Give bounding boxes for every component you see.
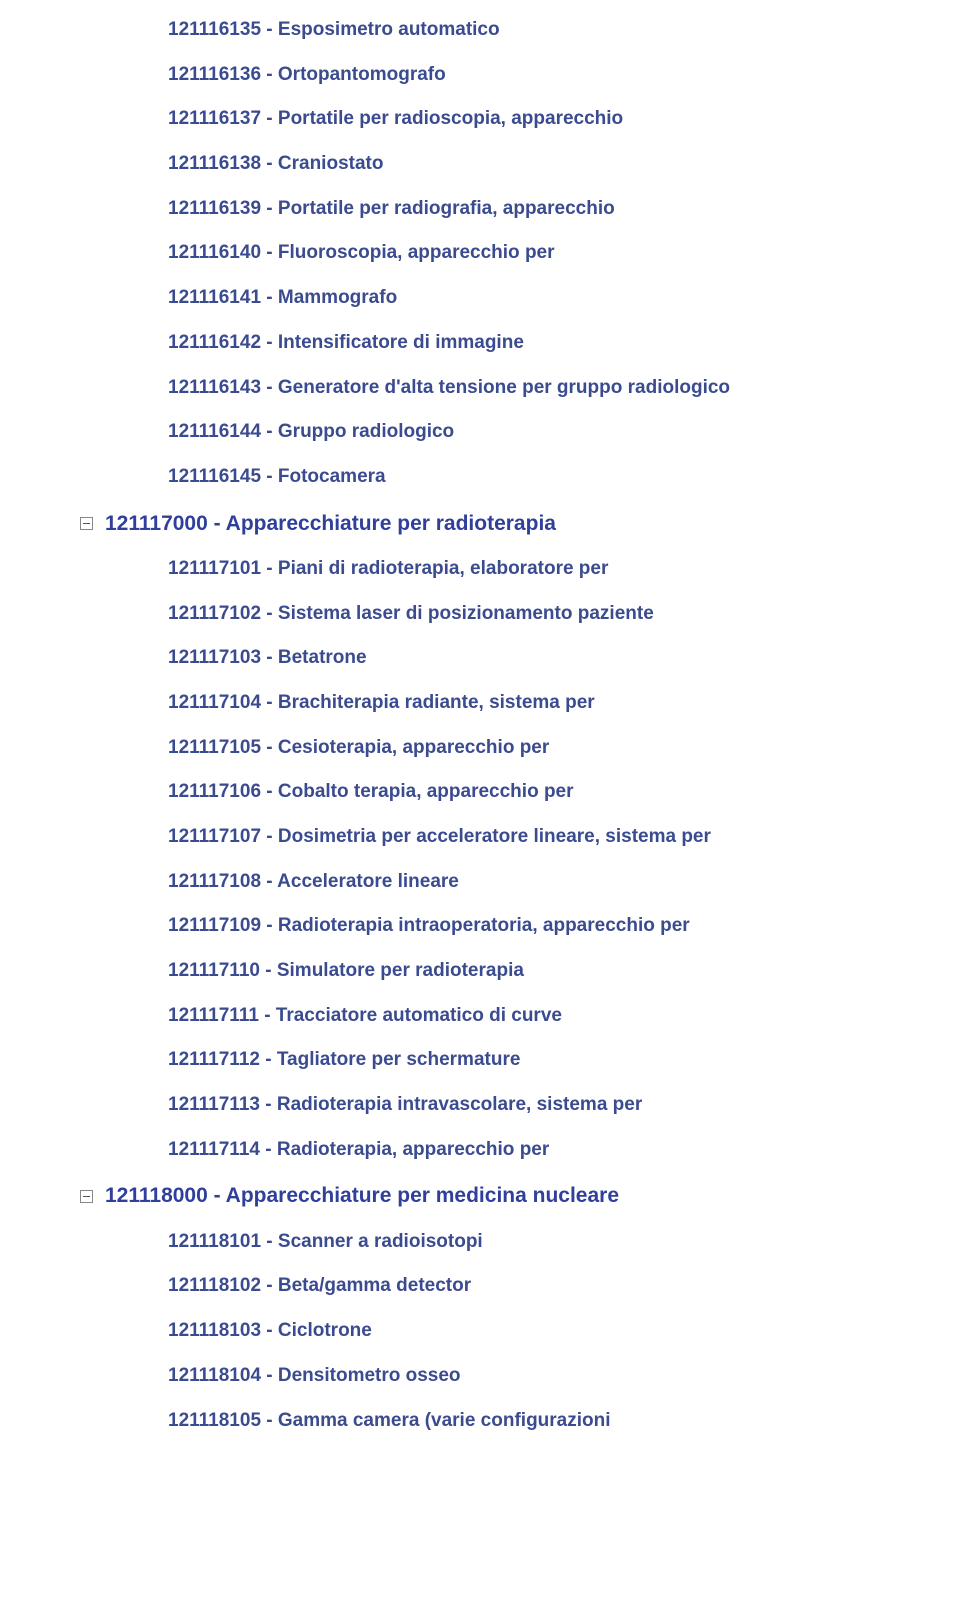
collapse-icon[interactable] [80,517,93,530]
tree-leaf[interactable]: 121117103 - Betatrone [168,646,960,671]
tree-leaf[interactable]: 121116136 - Ortopantomografo [168,63,960,88]
tree-category-row[interactable]: 121117000 - Apparecchiature per radioter… [80,510,960,537]
tree-leaf[interactable]: 121117110 - Simulatore per radioterapia [168,959,960,984]
tree-leaf[interactable]: 121117111 - Tracciatore automatico di cu… [168,1004,960,1029]
tree-leaf[interactable]: 121116138 - Craniostato [168,152,960,177]
tree-leaf[interactable]: 121118103 - Ciclotrone [168,1319,960,1344]
tree-category-label: 121118000 - Apparecchiature per medicina… [105,1182,619,1209]
tree-leaf[interactable]: 121116135 - Esposimetro automatico [168,18,960,43]
tree-leaf[interactable]: 121117102 - Sistema laser di posizioname… [168,602,960,627]
tree-category-row[interactable]: 121118000 - Apparecchiature per medicina… [80,1182,960,1209]
tree-leaf[interactable]: 121117107 - Dosimetria per acceleratore … [168,825,960,850]
tree-leaf[interactable]: 121116141 - Mammografo [168,286,960,311]
tree-leaf[interactable]: 121117112 - Tagliatore per schermature [168,1048,960,1073]
tree-view: 121116135 - Esposimetro automatico 12111… [0,0,960,1433]
tree-leaf[interactable]: 121116142 - Intensificatore di immagine [168,331,960,356]
tree-leaf[interactable]: 121117106 - Cobalto terapia, apparecchio… [168,780,960,805]
tree-leaf[interactable]: 121116145 - Fotocamera [168,465,960,490]
tree-leaf[interactable]: 121116144 - Gruppo radiologico [168,420,960,445]
tree-leaf[interactable]: 121117101 - Piani di radioterapia, elabo… [168,557,960,582]
tree-leaf[interactable]: 121117113 - Radioterapia intravascolare,… [168,1093,960,1118]
tree-leaf[interactable]: 121117105 - Cesioterapia, apparecchio pe… [168,736,960,761]
tree-leaf[interactable]: 121118101 - Scanner a radioisotopi [168,1230,960,1255]
tree-category-label: 121117000 - Apparecchiature per radioter… [105,510,556,537]
tree-leaf[interactable]: 121117114 - Radioterapia, apparecchio pe… [168,1138,960,1163]
tree-leaf[interactable]: 121117108 - Acceleratore lineare [168,870,960,895]
tree-leaf[interactable]: 121117104 - Brachiterapia radiante, sist… [168,691,960,716]
tree-leaf[interactable]: 121117109 - Radioterapia intraoperatoria… [168,914,960,939]
tree-leaf[interactable]: 121116143 - Generatore d'alta tensione p… [168,376,960,401]
tree-leaf[interactable]: 121118102 - Beta/gamma detector [168,1274,960,1299]
tree-leaf[interactable]: 121116140 - Fluoroscopia, apparecchio pe… [168,241,960,266]
tree-leaf[interactable]: 121116137 - Portatile per radioscopia, a… [168,107,960,132]
tree-leaf[interactable]: 121118105 - Gamma camera (varie configur… [168,1409,960,1434]
collapse-icon[interactable] [80,1190,93,1203]
tree-leaf[interactable]: 121118104 - Densitometro osseo [168,1364,960,1389]
tree-leaf[interactable]: 121116139 - Portatile per radiografia, a… [168,197,960,222]
